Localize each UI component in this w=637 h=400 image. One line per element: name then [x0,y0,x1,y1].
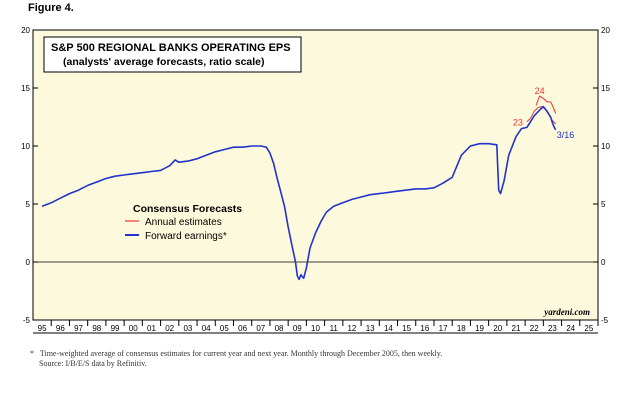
footnote: * Time-weighted average of consensus est… [30,349,442,369]
annual-label-23: 23 [513,118,523,128]
y-tick-label-right: -5 [601,316,609,325]
x-axis: 95 96 97 98 99 00 01 02 03 04 05 06 07 08 09 10 11 12 13 14… [33,320,599,334]
footnote-line2: Source: I/B/E/S data by Refinitiv. [39,359,147,368]
forward-end-label: 3/16 [557,130,575,140]
y-tick-label-right: 10 [601,142,610,151]
x-tick-label: 15 [402,324,411,333]
y-tick-label-left: 20 [21,26,30,35]
x-tick-label: 20 [493,324,502,333]
x-tick-label: 00 [129,324,138,333]
legend-forward-label: Forward earnings* [145,231,227,242]
x-tick-label: 21 [512,324,521,333]
legend-annual-label: Annual estimates [145,217,222,228]
x-tick-label: 16 [420,324,429,333]
y-tick-label-right: 0 [601,258,606,267]
y-tick-label-left: 10 [21,142,30,151]
watermark: yardeni.com [543,307,590,317]
x-tick-label: 01 [147,324,156,333]
x-tick-label: 99 [111,324,120,333]
footnote-marker: * [30,349,34,358]
x-tick-label: 03 [183,324,192,333]
x-tick-label: 05 [220,324,229,333]
x-tick-label: 96 [56,324,65,333]
x-tick-label: 95 [38,324,47,333]
legend-title: Consensus Forecasts [133,203,242,215]
x-tick-label: 10 [311,324,320,333]
chart-title: S&P 500 REGIONAL BANKS OPERATING EPS [51,42,291,54]
x-tick-label: 13 [366,324,375,333]
x-tick-label: 14 [384,324,393,333]
series-group: 23 24 3/16 [41,86,575,281]
x-tick-label: 17 [439,324,448,333]
x-tick-label: 07 [256,324,265,333]
footnote-line1: Time-weighted average of consensus estim… [39,349,443,358]
y-tick-label-left: 0 [26,258,31,267]
y-tick-label-right: 20 [601,26,610,35]
x-tick-label: 25 [584,324,593,333]
y-tick-label-right: 15 [601,84,610,93]
annual-estimates-line-24 [535,95,557,114]
plot-area [32,29,599,321]
x-tick-label: 08 [275,324,284,333]
x-tick-label: 06 [238,324,247,333]
x-tick-label: 23 [548,324,557,333]
x-tick-label: 12 [347,324,356,333]
forward-earnings-line [41,105,557,281]
figure-label: Figure 4. [28,2,74,14]
y-tick-label-right: 5 [601,200,606,209]
y-tick-label-left: 5 [26,200,31,209]
x-tick-label: 97 [74,324,83,333]
chart-subtitle: (analysts' average forecasts, ratio scal… [63,56,265,68]
annual-label-24: 24 [535,86,545,96]
y-tick-label-left: -5 [23,316,31,325]
x-tick-label: 11 [330,324,339,333]
x-tick-label: 09 [293,324,302,333]
x-tick-label: 04 [202,324,211,333]
x-tick-label: 18 [457,324,466,333]
y-tick-label-left: 15 [21,84,30,93]
x-tick-label: 19 [475,324,484,333]
x-tick-label: 98 [92,324,101,333]
x-tick-label: 24 [566,324,575,333]
x-tick-label: 22 [530,324,539,333]
x-tick-label: 02 [165,324,174,333]
title-box [43,36,302,73]
